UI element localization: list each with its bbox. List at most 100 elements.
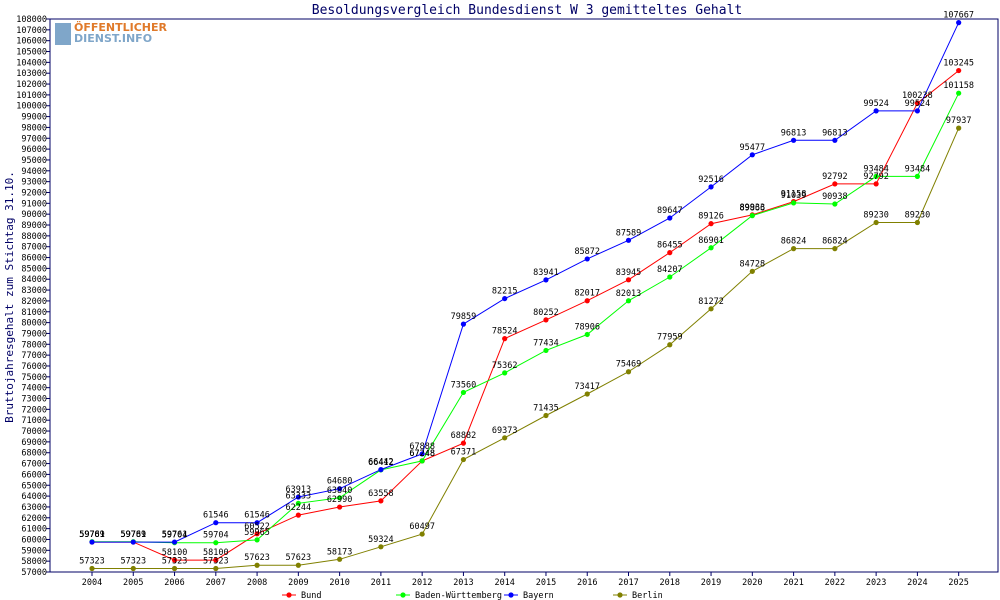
x-tick-label: 2015 — [536, 578, 556, 588]
data-point — [832, 201, 838, 207]
data-label: 103245 — [943, 59, 974, 69]
data-label: 91158 — [781, 190, 807, 200]
legend-marker — [508, 592, 514, 598]
y-tick-label: 99000 — [21, 113, 47, 123]
data-point — [667, 274, 673, 280]
data-label: 67888 — [409, 442, 435, 452]
data-point — [584, 331, 590, 338]
data-point — [337, 504, 343, 510]
data-label: 99524 — [905, 99, 931, 109]
data-label: 63558 — [368, 489, 394, 499]
data-point — [295, 494, 301, 500]
data-label: 93484 — [905, 164, 931, 174]
data-point — [254, 562, 260, 568]
logo: ÖFFENTLICHER DIENST.INFO — [55, 21, 167, 47]
data-label: 78524 — [492, 327, 518, 337]
data-point — [832, 137, 838, 143]
data-point — [749, 268, 755, 274]
data-label: 59761 — [79, 530, 105, 540]
data-label: 61546 — [244, 511, 270, 521]
series-line-0 — [92, 70, 960, 561]
data-point — [378, 467, 384, 473]
x-tick-label: 2013 — [453, 578, 473, 588]
x-tick-label: 2004 — [82, 578, 102, 588]
y-tick-label: 65000 — [21, 481, 47, 491]
y-tick-label: 66000 — [21, 470, 47, 480]
data-point — [337, 486, 343, 492]
data-label: 77434 — [533, 338, 559, 348]
data-label: 67371 — [451, 448, 477, 458]
data-point — [502, 295, 508, 302]
data-point — [460, 456, 467, 463]
data-label: 96813 — [822, 128, 848, 138]
legend-marker — [286, 592, 292, 598]
y-tick-label: 82000 — [21, 297, 47, 307]
data-label: 60497 — [409, 522, 435, 532]
data-label: 93484 — [863, 164, 889, 174]
data-label: 63840 — [327, 486, 353, 496]
data-point — [956, 90, 962, 96]
data-point — [832, 181, 838, 187]
y-tick-label: 68000 — [21, 449, 47, 459]
data-point — [502, 336, 508, 342]
data-point — [584, 256, 590, 262]
data-point — [502, 435, 508, 441]
data-label: 58173 — [327, 547, 353, 557]
y-tick-label: 92000 — [21, 188, 47, 198]
data-label: 59761 — [79, 530, 105, 540]
data-point — [543, 277, 549, 283]
x-tick-label: 2012 — [412, 578, 432, 588]
data-point — [89, 539, 95, 545]
x-tick-label: 2006 — [164, 578, 184, 588]
data-label: 92516 — [698, 175, 724, 185]
data-label: 63913 — [286, 485, 312, 495]
data-point — [584, 391, 590, 397]
data-label: 84728 — [740, 259, 766, 269]
x-tick-label: 2023 — [866, 578, 886, 588]
data-point — [708, 306, 714, 312]
data-point — [749, 152, 755, 158]
data-point — [419, 531, 425, 537]
data-point — [956, 67, 962, 74]
y-tick-label: 78000 — [21, 340, 47, 350]
data-label: 89126 — [698, 212, 724, 222]
y-axis-label: Bruttojahresgehalt zum Stichtag 31.10. — [3, 171, 16, 423]
y-tick-label: 98000 — [21, 123, 47, 133]
y-tick-label: 62000 — [21, 514, 47, 524]
x-tick-label: 2011 — [371, 578, 391, 588]
data-label: 99524 — [863, 99, 889, 109]
data-label: 59761 — [120, 530, 146, 540]
data-point — [914, 100, 921, 106]
y-tick-label: 85000 — [21, 264, 47, 274]
data-label: 58100 — [162, 548, 188, 558]
data-label: 64680 — [327, 477, 353, 487]
data-point — [625, 277, 632, 283]
y-tick-label: 79000 — [21, 329, 47, 339]
data-label: 59789 — [79, 530, 105, 540]
data-label: 68882 — [451, 431, 477, 441]
data-label: 84207 — [657, 265, 683, 275]
data-label: 86824 — [822, 237, 848, 247]
data-label: 89933 — [740, 203, 766, 213]
data-label: 83941 — [533, 268, 559, 278]
data-point — [337, 556, 343, 562]
data-point — [543, 412, 549, 419]
data-point — [460, 389, 467, 396]
series-line-1 — [92, 92, 960, 544]
data-point — [89, 565, 95, 572]
y-tick-label: 81000 — [21, 308, 47, 318]
y-tick-label: 100000 — [16, 102, 47, 112]
x-tick-label: 2025 — [948, 578, 968, 588]
data-point — [914, 173, 921, 179]
y-tick-label: 72000 — [21, 405, 47, 415]
data-point — [254, 537, 260, 543]
data-label: 75469 — [616, 360, 642, 370]
y-tick-label: 101000 — [16, 91, 47, 101]
data-label: 83945 — [616, 268, 642, 278]
y-tick-label: 80000 — [21, 319, 47, 329]
logo-line-2: DIENST.INFO — [74, 32, 153, 45]
data-label: 96813 — [781, 128, 807, 138]
legend-label: Bayern — [523, 591, 554, 600]
data-label: 73417 — [574, 382, 600, 392]
data-point — [213, 557, 219, 563]
